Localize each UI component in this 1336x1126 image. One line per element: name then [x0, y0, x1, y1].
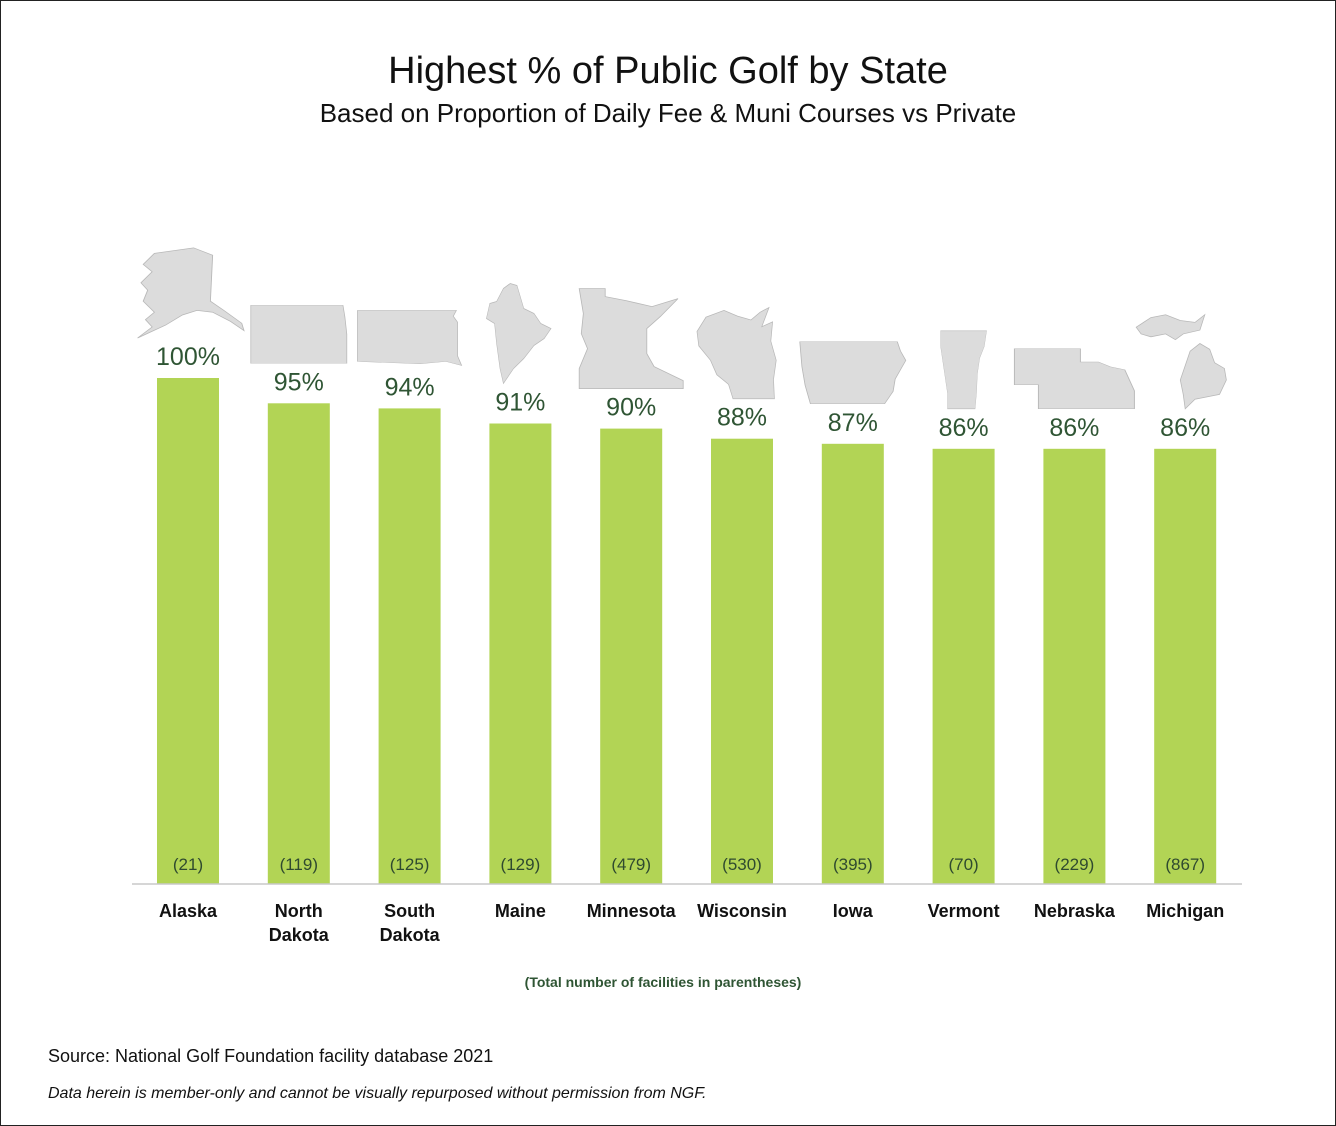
value-label: 86% [1049, 414, 1099, 442]
south-dakota-icon [357, 310, 463, 366]
bar-north-dakota [267, 403, 330, 884]
bar-minnesota [600, 428, 663, 884]
x-tick-label: Michigan [1146, 901, 1224, 921]
facility-count-label: (229) [1055, 855, 1095, 874]
value-label: 88% [717, 404, 767, 432]
facility-count-label: (119) [280, 855, 318, 874]
facility-count-label: (395) [833, 855, 873, 874]
x-tick-label: Minnesota [587, 901, 677, 921]
value-label: 94% [385, 373, 435, 401]
value-label: 90% [606, 394, 656, 422]
x-tick-label: Nebraska [1034, 901, 1116, 921]
x-tick-label: North Dakota [269, 901, 330, 945]
disclaimer-text: Data herein is member-only and cannot be… [48, 1085, 707, 1102]
x-tick-label: Wisconsin [697, 901, 787, 921]
x-tick-label: Iowa [833, 901, 874, 921]
maine-icon [486, 283, 552, 385]
bar-michigan [1154, 448, 1217, 884]
facility-count-label: (867) [1165, 855, 1205, 874]
bar-south-dakota [378, 408, 441, 884]
x-tick-label: Maine [495, 901, 546, 921]
nebraska-icon [1013, 348, 1135, 410]
value-label: 95% [274, 368, 324, 396]
chart-subtitle: Based on Proportion of Daily Fee & Muni … [319, 98, 1017, 128]
x-tick-label: Vermont [928, 901, 1000, 921]
bar-iowa [821, 443, 884, 884]
facility-count-label: (129) [501, 855, 541, 874]
iowa-icon [799, 341, 907, 405]
north-dakota-icon [250, 305, 348, 364]
facility-count-label: (125) [390, 855, 430, 874]
bar-maine [489, 423, 552, 884]
bar-wisconsin [711, 438, 773, 884]
value-label: 87% [828, 409, 878, 437]
value-label: 100% [156, 343, 220, 371]
facilities-note: (Total number of facilities in parenthes… [524, 974, 802, 990]
chart-title: Highest % of Public Golf by State [388, 50, 948, 92]
facility-count-label: (479) [611, 855, 651, 874]
alaska-icon [137, 247, 245, 339]
vermont-icon [940, 330, 987, 410]
minnesota-icon [578, 288, 684, 390]
value-label: 86% [1160, 414, 1210, 442]
facility-count-label: (530) [722, 855, 762, 874]
bar-alaska [157, 378, 219, 884]
value-label: 91% [495, 389, 545, 417]
michigan-icon [1135, 313, 1227, 410]
x-tick-label: South Dakota [380, 901, 441, 945]
value-label: 86% [939, 414, 989, 442]
facility-count-label: (70) [948, 855, 978, 874]
x-tick-label: Alaska [159, 901, 218, 921]
bar-vermont [932, 448, 995, 884]
source-text: Source: National Golf Foundation facilit… [48, 1046, 494, 1066]
wisconsin-icon [696, 306, 777, 400]
facility-count-label: (21) [173, 855, 203, 874]
bar-nebraska [1043, 448, 1106, 884]
